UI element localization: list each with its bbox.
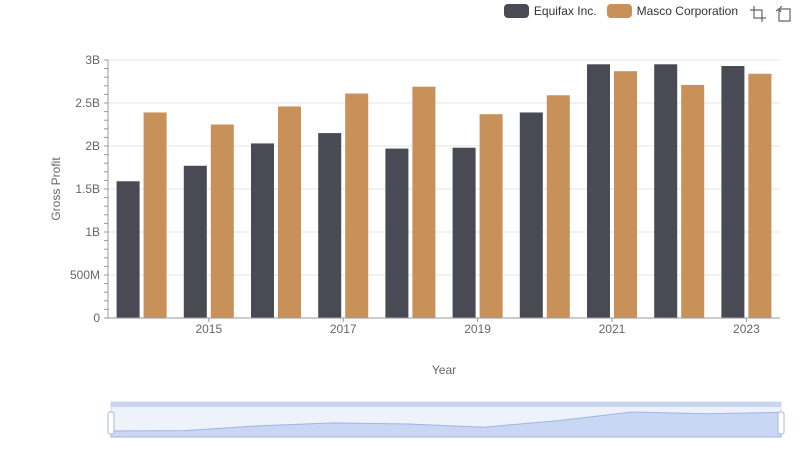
datazoom-handle-right — [777, 411, 785, 435]
bar-masco-2015 — [210, 124, 234, 318]
bar-equifax-2023 — [721, 66, 745, 319]
y-tick-label: 0 — [93, 311, 100, 325]
legend-label-masco: Masco Corporation — [636, 4, 738, 18]
x-tick-label: 2019 — [464, 322, 491, 336]
bar-equifax-2019 — [452, 147, 476, 318]
x-tick-label: 2015 — [195, 322, 222, 336]
bar-masco-2014 — [143, 112, 167, 319]
bar-equifax-2017 — [318, 133, 342, 318]
x-tick-label: 2017 — [330, 322, 357, 336]
datazoom-slider[interactable] — [107, 401, 785, 438]
zoom-reset-icon[interactable] — [776, 6, 792, 22]
bar-masco-2016 — [278, 106, 301, 318]
bar-equifax-2015 — [183, 165, 207, 318]
datazoom-top-bar — [111, 402, 781, 407]
bar-masco-2018 — [412, 86, 436, 318]
y-tick-label: 2.5B — [75, 96, 100, 110]
bar-equifax-2021 — [587, 64, 610, 318]
y-tick-label: 3B — [85, 53, 100, 67]
legend-label-equifax: Equifax Inc. — [533, 4, 597, 18]
toolbox — [750, 6, 792, 22]
y-axis: 0 500M 1B 1.5B 2B 2.5B 3B — [70, 53, 109, 325]
y-tick-label: 1.5B — [75, 182, 100, 196]
y-tick-label: 1B — [85, 225, 100, 239]
legend-item-masco[interactable]: Masco Corporation — [606, 4, 738, 18]
bar-masco-2021 — [614, 71, 637, 319]
x-tick-label: 2021 — [599, 322, 626, 336]
bar-masco-2019 — [479, 114, 503, 319]
bar-equifax-2018 — [385, 148, 409, 318]
bar-equifax-2020 — [519, 112, 543, 319]
x-tick-label: 2023 — [733, 322, 760, 336]
bar-equifax-2016 — [251, 143, 274, 318]
zoom-select-icon[interactable] — [750, 6, 766, 22]
x-axis-title: Year — [432, 363, 456, 377]
bar-masco-2017 — [345, 93, 369, 318]
legend-item-equifax[interactable]: Equifax Inc. — [503, 4, 597, 18]
bars — [116, 64, 772, 319]
y-axis-title: Gross Profit — [49, 157, 63, 221]
legend: Equifax Inc. Masco Corporation — [503, 4, 738, 18]
bar-masco-2022 — [681, 84, 705, 318]
x-axis: 2015 2017 2019 2021 2023 — [108, 317, 780, 336]
y-tick-label: 2B — [85, 139, 100, 153]
y-tick-label: 500M — [70, 268, 100, 282]
bar-masco-2023 — [748, 73, 772, 318]
bar-masco-2020 — [546, 95, 570, 318]
grid-lines — [108, 59, 780, 319]
legend-swatch-equifax — [503, 4, 529, 18]
bar-equifax-2014 — [116, 181, 140, 318]
legend-swatch-masco — [606, 4, 632, 18]
bar-equifax-2022 — [654, 64, 678, 318]
datazoom-handle-left — [107, 411, 115, 435]
